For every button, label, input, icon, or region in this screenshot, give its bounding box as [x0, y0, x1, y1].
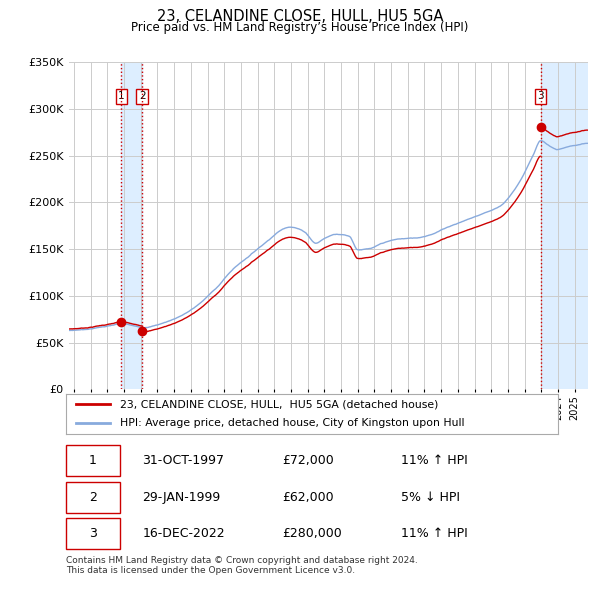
Text: 11% ↑ HPI: 11% ↑ HPI [401, 527, 467, 540]
Bar [121, 62, 142, 389]
Text: £62,000: £62,000 [283, 491, 334, 504]
Text: 1: 1 [118, 91, 125, 101]
Text: 23, CELANDINE CLOSE, HULL,  HU5 5GA (detached house): 23, CELANDINE CLOSE, HULL, HU5 5GA (deta… [120, 399, 439, 409]
Text: 11% ↑ HPI: 11% ↑ HPI [401, 454, 467, 467]
Text: 2: 2 [89, 491, 97, 504]
Text: 29-JAN-1999: 29-JAN-1999 [142, 491, 221, 504]
Text: 2: 2 [139, 91, 145, 101]
Text: 1: 1 [89, 454, 97, 467]
FancyBboxPatch shape [66, 519, 120, 549]
Text: Price paid vs. HM Land Registry’s House Price Index (HPI): Price paid vs. HM Land Registry’s House … [131, 21, 469, 34]
FancyBboxPatch shape [66, 482, 120, 513]
Text: 16-DEC-2022: 16-DEC-2022 [142, 527, 225, 540]
Text: 31-OCT-1997: 31-OCT-1997 [142, 454, 224, 467]
FancyBboxPatch shape [66, 445, 120, 476]
Text: 3: 3 [537, 91, 544, 101]
Text: £280,000: £280,000 [283, 527, 342, 540]
Text: 3: 3 [89, 527, 97, 540]
Text: Contains HM Land Registry data © Crown copyright and database right 2024.
This d: Contains HM Land Registry data © Crown c… [66, 556, 418, 575]
Text: £72,000: £72,000 [283, 454, 334, 467]
Text: HPI: Average price, detached house, City of Kingston upon Hull: HPI: Average price, detached house, City… [120, 418, 464, 428]
Text: 23, CELANDINE CLOSE, HULL, HU5 5GA: 23, CELANDINE CLOSE, HULL, HU5 5GA [157, 9, 443, 24]
Bar [541, 62, 588, 389]
Text: 5% ↓ HPI: 5% ↓ HPI [401, 491, 460, 504]
